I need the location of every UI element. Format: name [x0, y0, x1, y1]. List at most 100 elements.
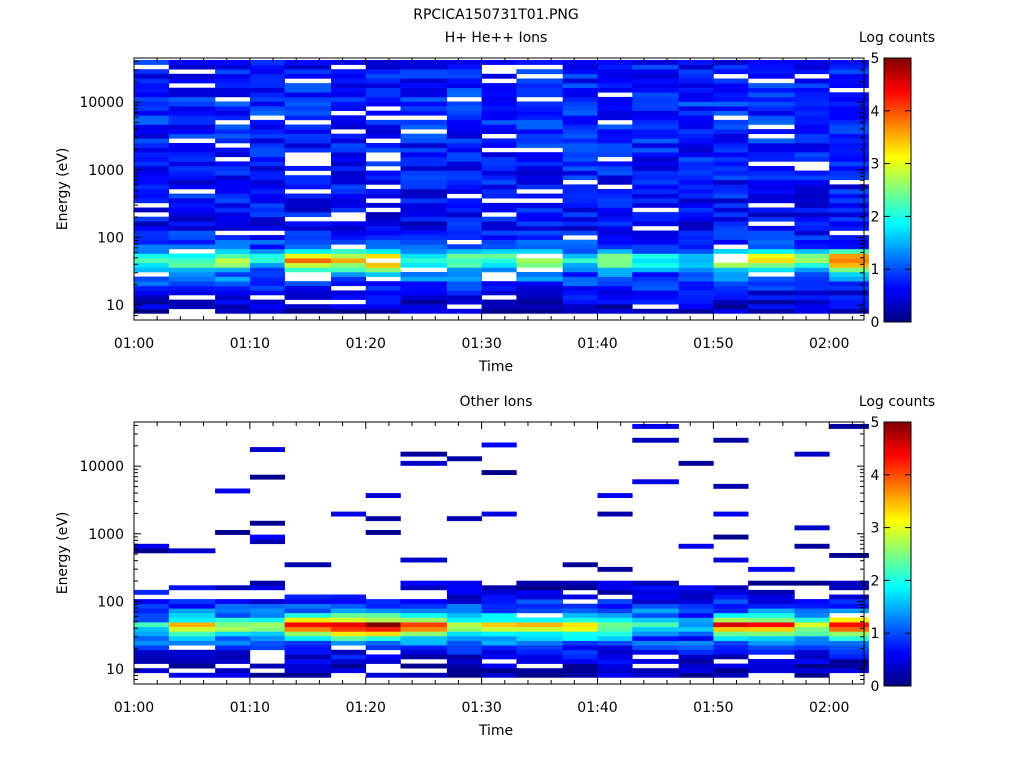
heatmap-cell — [400, 612, 448, 618]
heatmap-cell — [678, 290, 714, 296]
heatmap-cell — [516, 622, 563, 628]
heatmap-cell — [215, 147, 251, 153]
heatmap-cell — [446, 585, 482, 591]
heatmap-cell — [713, 285, 749, 291]
heatmap-cell — [284, 304, 332, 310]
colorbar-tick-label: 3 — [871, 157, 880, 173]
heatmap-cell — [446, 258, 482, 264]
heatmap-cell — [597, 654, 633, 660]
heatmap-cell — [562, 138, 598, 144]
heatmap-cell — [215, 636, 251, 641]
heatmap-cell — [794, 299, 830, 305]
heatmap-cell — [678, 225, 714, 231]
heatmap-cell — [678, 640, 714, 646]
heatmap-cell — [678, 276, 714, 282]
heatmap-cell — [249, 152, 285, 158]
heatmap-cell — [400, 649, 448, 655]
heatmap-cell — [632, 119, 679, 125]
heatmap-cell — [678, 654, 714, 660]
heatmap-cell — [632, 599, 679, 604]
heatmap-cell — [678, 272, 714, 277]
heatmap-cell — [400, 202, 448, 208]
heatmap-cell — [365, 143, 401, 148]
panel-1-colorbar-ticks: 0 1 2 3 4 5 — [871, 51, 911, 331]
heatmap-cell — [168, 585, 216, 591]
heatmap-cell — [249, 110, 285, 116]
heatmap-cell — [632, 244, 679, 250]
heatmap-cell — [215, 129, 251, 134]
heatmap-cell — [713, 267, 749, 273]
heatmap-cell — [748, 258, 795, 264]
heatmap-cell — [678, 267, 714, 273]
heatmap-cell — [365, 161, 401, 167]
heatmap-cell — [562, 92, 598, 98]
heatmap-cell — [516, 640, 563, 646]
heatmap-cell — [516, 170, 563, 176]
heatmap-cell — [562, 60, 598, 65]
heatmap-cell — [562, 622, 598, 628]
heatmap-cell — [562, 64, 598, 70]
heatmap-cell — [713, 636, 749, 641]
heatmap-cell — [134, 308, 170, 314]
panel-2-colorbar-ticks: 0 1 2 3 4 5 — [871, 415, 911, 695]
heatmap-cell — [481, 299, 517, 305]
heatmap-cell — [365, 304, 401, 310]
heatmap-cell — [829, 262, 869, 268]
heatmap-cell — [168, 622, 216, 628]
heatmap-cell — [516, 239, 563, 245]
panel-2-axes: 01:00 01:10 01:20 01:30 01:40 01:50 02:00 10 100… — [79, 422, 864, 716]
heatmap-cell — [516, 152, 563, 158]
heatmap-cell — [678, 143, 714, 148]
heatmap-cell — [168, 235, 216, 240]
heatmap-cell — [481, 290, 517, 296]
heatmap-cell — [748, 198, 795, 204]
heatmap-cell — [713, 239, 749, 245]
heatmap-cell — [215, 262, 251, 268]
heatmap-cell — [168, 147, 216, 153]
heatmap-cell — [562, 645, 598, 651]
heatmap-cell — [365, 308, 401, 314]
heatmap-cell — [215, 64, 251, 70]
heatmap-cell — [284, 594, 332, 600]
heatmap-cell — [829, 553, 869, 558]
heatmap-cell — [284, 87, 332, 93]
heatmap-cell — [748, 244, 795, 250]
heatmap-cell — [215, 290, 251, 296]
heatmap-cell — [678, 161, 714, 167]
heatmap-cell — [794, 235, 830, 240]
heatmap-cell — [284, 64, 332, 70]
heatmap-cell — [446, 272, 482, 277]
heatmap-cell — [331, 202, 367, 208]
heatmap-cell — [713, 138, 749, 144]
heatmap-cell — [678, 659, 714, 664]
heatmap-cell — [794, 87, 830, 93]
heatmap-cell — [331, 617, 367, 623]
heatmap-cell — [134, 170, 170, 176]
heatmap-cell — [516, 276, 563, 282]
heatmap-cell — [481, 253, 517, 259]
heatmap-cell — [446, 456, 482, 462]
heatmap-cell — [249, 106, 285, 111]
heatmap-cell — [829, 96, 869, 102]
heatmap-cell — [562, 281, 598, 287]
heatmap-cell — [516, 69, 563, 75]
heatmap-cell — [597, 267, 633, 273]
heatmap-cell — [713, 193, 749, 199]
heatmap-cell — [249, 645, 285, 651]
heatmap-cell — [713, 78, 749, 84]
heatmap-cell — [632, 281, 679, 287]
heatmap-cell — [249, 612, 285, 618]
heatmap-cell — [678, 110, 714, 116]
heatmap-cell — [134, 285, 170, 291]
heatmap-cell — [400, 198, 448, 204]
heatmap-cell — [249, 87, 285, 93]
heatmap-cell — [284, 654, 332, 660]
heatmap-cell — [562, 631, 598, 637]
heatmap-cell — [134, 599, 170, 604]
heatmap-cell — [365, 631, 401, 637]
heatmap-cell — [632, 83, 679, 88]
heatmap-cell — [794, 156, 830, 162]
heatmap-cell — [794, 60, 830, 65]
heatmap-cell — [597, 649, 633, 655]
heatmap-cell — [331, 649, 367, 655]
